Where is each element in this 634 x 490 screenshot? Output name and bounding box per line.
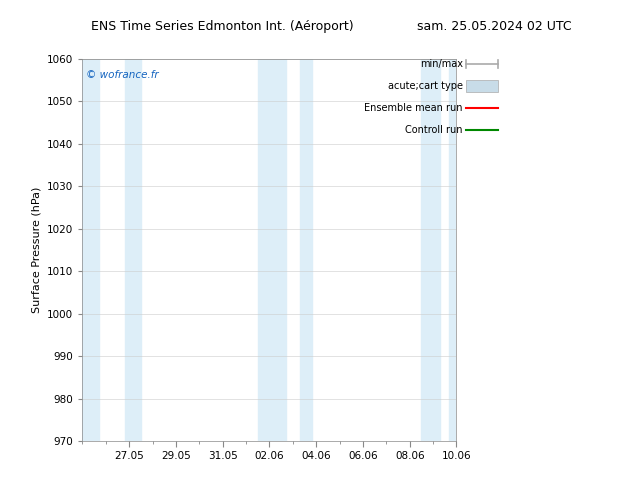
Bar (422, 59, 440, 441)
Text: ENS Time Series Edmonton Int. (Aéroport): ENS Time Series Edmonton Int. (Aéroport) (91, 20, 353, 33)
Bar (450, 59, 456, 441)
Text: min/max: min/max (420, 59, 463, 69)
Text: Controll run: Controll run (405, 125, 463, 135)
Bar (124, 59, 141, 441)
Bar (82, 59, 99, 441)
Y-axis label: Surface Pressure (hPa): Surface Pressure (hPa) (32, 187, 42, 313)
Text: sam. 25.05.2024 02 UTC: sam. 25.05.2024 02 UTC (417, 20, 572, 33)
Bar (258, 59, 286, 441)
Text: acute;cart type: acute;cart type (388, 81, 463, 91)
Bar (300, 59, 311, 441)
Text: Ensemble mean run: Ensemble mean run (365, 103, 463, 113)
Text: © wofrance.fr: © wofrance.fr (86, 70, 158, 80)
